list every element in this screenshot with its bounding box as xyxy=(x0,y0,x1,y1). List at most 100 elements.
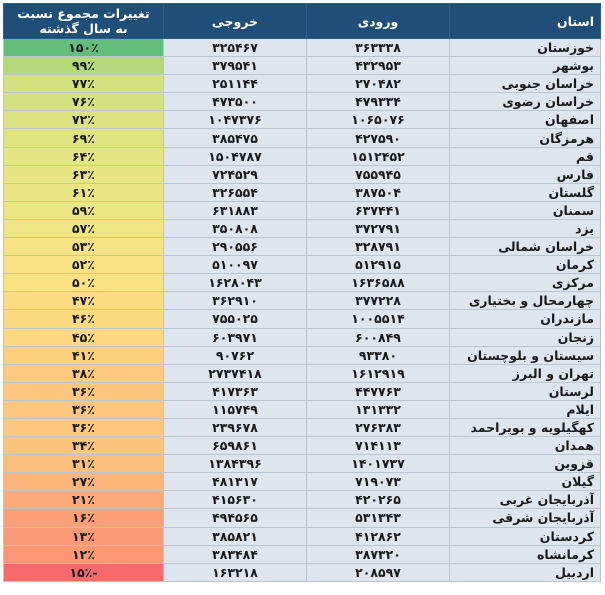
change-cell: ۵۹٪ xyxy=(3,200,164,220)
table-row: اصفهان ۱۰۶۵۰۷۶ ۱۰۴۷۳۷۶ ۷۲٪ xyxy=(3,110,601,130)
province-cell: بوشهر xyxy=(449,56,601,76)
table-row: لرستان ۴۴۷۷۶۳ ۴۱۷۳۶۳ ۳۶٪ xyxy=(3,381,601,401)
change-cell: ۳۶٪ xyxy=(3,399,164,419)
change-cell: ۱۵۰٪ xyxy=(3,37,164,58)
change-cell: ۳۶٪ xyxy=(3,381,164,401)
change-cell: ۳۱٪ xyxy=(3,454,164,474)
table-row: مرکزی ۱۶۳۶۵۸۸ ۱۶۲۸۰۴۳ ۵۰٪ xyxy=(3,273,601,293)
inbound-cell: ۱۳۱۳۳۲ xyxy=(306,399,450,419)
table-row: خراسان شمالی ۳۲۸۷۹۱ ۲۹۰۵۵۶ ۵۳٪ xyxy=(3,237,601,257)
outbound-cell: ۲۹۰۵۵۶ xyxy=(163,237,307,257)
table-row: آذربایجان غربی ۴۲۰۲۶۵ ۴۱۵۶۳۰ ۲۱٪ xyxy=(3,490,601,510)
province-cell: کردستان xyxy=(449,526,601,546)
change-cell: ۴۷٪ xyxy=(3,291,164,311)
province-cell: اصفهان xyxy=(449,110,601,130)
inbound-cell: ۳۶۳۳۳۸ xyxy=(306,37,450,58)
change-cell: ۲۱٪ xyxy=(3,490,164,510)
change-cell: ۶۱٪ xyxy=(3,182,164,202)
outbound-cell: ۳۷۹۵۴۱ xyxy=(163,56,307,76)
table-row: فارس ۷۵۵۹۴۵ ۷۲۴۵۲۹ ۶۳٪ xyxy=(3,164,601,184)
table-row: یزد ۳۷۲۷۹۱ ۳۵۰۸۰۸ ۵۷٪ xyxy=(3,218,601,239)
change-cell: ۱۶٪ xyxy=(3,508,164,528)
inbound-cell: ۱۰۶۵۰۷۶ xyxy=(306,110,450,130)
table-row: بوشهر ۴۳۲۹۵۳ ۳۷۹۵۴۱ ۹۹٪ xyxy=(3,56,601,76)
province-cell: کهگیلویه و بویراحمد xyxy=(449,417,601,438)
table-row: کردستان ۴۱۲۸۶۲ ۳۸۵۸۲۱ ۱۳٪ xyxy=(3,526,601,546)
inbound-cell: ۶۳۷۴۴۱ xyxy=(306,200,450,220)
outbound-cell: ۳۶۲۹۱۰ xyxy=(163,291,307,311)
table-row: زنجان ۶۰۰۸۴۹ ۶۰۳۹۷۱ ۴۵٪ xyxy=(3,327,601,347)
inbound-cell: ۷۱۹۰۷۳ xyxy=(306,472,450,492)
province-cell: گیلان xyxy=(449,472,601,492)
province-cell: مازندران xyxy=(449,309,601,329)
table-row: آذربایجان شرقی ۵۳۱۳۴۳ ۴۹۴۵۶۵ ۱۶٪ xyxy=(3,508,601,528)
table-row: گلستان ۳۸۷۵۰۴ ۳۲۶۵۵۴ ۶۱٪ xyxy=(3,182,601,202)
change-cell: ۴۵٪ xyxy=(3,327,164,347)
inbound-cell: ۴۲۰۲۶۵ xyxy=(306,490,450,510)
province-cell: ایلام xyxy=(449,399,601,419)
province-cell: خراسان جنوبی xyxy=(449,74,601,94)
change-cell: ۳۸٪ xyxy=(3,363,164,383)
outbound-cell: ۷۵۵۰۲۵ xyxy=(163,309,307,329)
inbound-cell: ۳۸۷۵۰۴ xyxy=(306,182,450,202)
province-cell: قم xyxy=(449,146,601,166)
province-table-container: استان ورودی خروجی تغییرات مجموع نسبت به … xyxy=(3,3,601,592)
outbound-cell: ۴۹۴۵۶۵ xyxy=(163,508,307,528)
inbound-cell: ۵۱۲۹۱۵ xyxy=(306,255,450,275)
table-row: همدان ۷۱۴۱۱۳ ۶۵۹۸۶۱ ۳۴٪ xyxy=(3,436,601,456)
table-row: کهگیلویه و بویراحمد ۲۷۶۳۸۳ ۲۳۹۶۷۸ ۳۶٪ xyxy=(3,417,601,438)
outbound-cell: ۱۰۴۷۳۷۶ xyxy=(163,110,307,130)
table-row: سمنان ۶۳۷۴۴۱ ۶۳۱۸۸۳ ۵۹٪ xyxy=(3,200,601,220)
table-row: تهران و البرز ۱۶۱۲۹۱۹ ۲۷۳۷۴۱۸ ۳۸٪ xyxy=(3,363,601,383)
inbound-cell: ۱۵۱۲۴۵۲ xyxy=(306,146,450,166)
province-cell: چهارمحال و بختیاری xyxy=(449,291,601,311)
outbound-cell: ۱۶۳۲۱۸ xyxy=(163,562,307,582)
outbound-cell: ۲۳۹۶۷۸ xyxy=(163,417,307,438)
inbound-cell: ۳۷۷۲۲۸ xyxy=(306,291,450,311)
outbound-cell: ۳۸۵۸۲۱ xyxy=(163,526,307,546)
province-cell: تهران و البرز xyxy=(449,363,601,383)
table-row: مازندران ۱۰۰۵۵۱۴ ۷۵۵۰۲۵ ۴۶٪ xyxy=(3,309,601,329)
inbound-cell: ۱۶۱۲۹۱۹ xyxy=(306,363,450,383)
outbound-cell: ۴۸۱۳۱۷ xyxy=(163,472,307,492)
header-province: استان xyxy=(449,3,601,39)
inbound-cell: ۱۰۰۵۵۱۴ xyxy=(306,309,450,329)
change-cell: ۱۳٪ xyxy=(3,526,164,546)
header-row: استان ورودی خروجی تغییرات مجموع نسبت به … xyxy=(3,3,601,39)
inbound-cell: ۳۷۲۷۹۱ xyxy=(306,218,450,239)
change-cell: -۱۵٪ xyxy=(3,562,164,582)
table-row: سیستان و بلوچستان ۹۳۳۸۰ ۹۰۷۶۲ ۴۱٪ xyxy=(3,345,601,365)
outbound-cell: ۶۵۹۸۶۱ xyxy=(163,436,307,456)
table-body: خوزستان ۳۶۳۳۳۸ ۳۲۵۴۶۷ ۱۵۰٪ بوشهر ۴۳۲۹۵۳ ۳۷۹۵۴۱… xyxy=(3,37,601,582)
outbound-cell: ۹۰۷۶۲ xyxy=(163,345,307,365)
header-change: تغییرات مجموع نسبت به سال گذشته xyxy=(3,3,164,39)
change-cell: ۵۰٪ xyxy=(3,273,164,293)
table-row: گیلان ۷۱۹۰۷۳ ۴۸۱۳۱۷ ۲۷٪ xyxy=(3,472,601,492)
header-inbound: ورودی xyxy=(306,3,450,39)
inbound-cell: ۳۸۷۳۲۰ xyxy=(306,544,450,564)
province-cell: یزد xyxy=(449,218,601,239)
table-row: خوزستان ۳۶۳۳۳۸ ۳۲۵۴۶۷ ۱۵۰٪ xyxy=(3,37,601,58)
change-cell: ۶۳٪ xyxy=(3,164,164,184)
header-outbound: خروجی xyxy=(163,3,307,39)
inbound-cell: ۱۴۰۱۷۳۷ xyxy=(306,454,450,474)
table-row: کرمانشاه ۳۸۷۳۲۰ ۳۸۳۴۸۴ ۱۲٪ xyxy=(3,544,601,564)
change-cell: ۷۶٪ xyxy=(3,92,164,112)
province-cell: آذربایجان شرقی xyxy=(449,508,601,528)
province-cell: همدان xyxy=(449,436,601,456)
inbound-cell: ۴۱۲۸۶۲ xyxy=(306,526,450,546)
province-cell: قزوین xyxy=(449,454,601,474)
table-row: خراسان رضوی ۴۷۹۳۳۴ ۴۷۳۵۰۰ ۷۶٪ xyxy=(3,92,601,112)
province-cell: سیستان و بلوچستان xyxy=(449,345,601,365)
table-row: قزوین ۱۴۰۱۷۳۷ ۱۳۸۴۳۹۶ ۳۱٪ xyxy=(3,454,601,474)
province-cell: خوزستان xyxy=(449,37,601,58)
outbound-cell: ۱۵۰۴۷۸۷ xyxy=(163,146,307,166)
outbound-cell: ۲۷۳۷۴۱۸ xyxy=(163,363,307,383)
table-row: هرمزگان ۴۲۷۵۹۰ ۳۸۵۴۷۵ ۶۹٪ xyxy=(3,128,601,148)
outbound-cell: ۳۲۵۴۶۷ xyxy=(163,37,307,58)
inbound-cell: ۹۳۳۸۰ xyxy=(306,345,450,365)
change-cell: ۳۴٪ xyxy=(3,436,164,456)
table-row: ایلام ۱۳۱۳۳۲ ۱۱۵۷۴۹ ۳۶٪ xyxy=(3,399,601,419)
province-cell: گلستان xyxy=(449,182,601,202)
province-cell: خراسان رضوی xyxy=(449,92,601,112)
